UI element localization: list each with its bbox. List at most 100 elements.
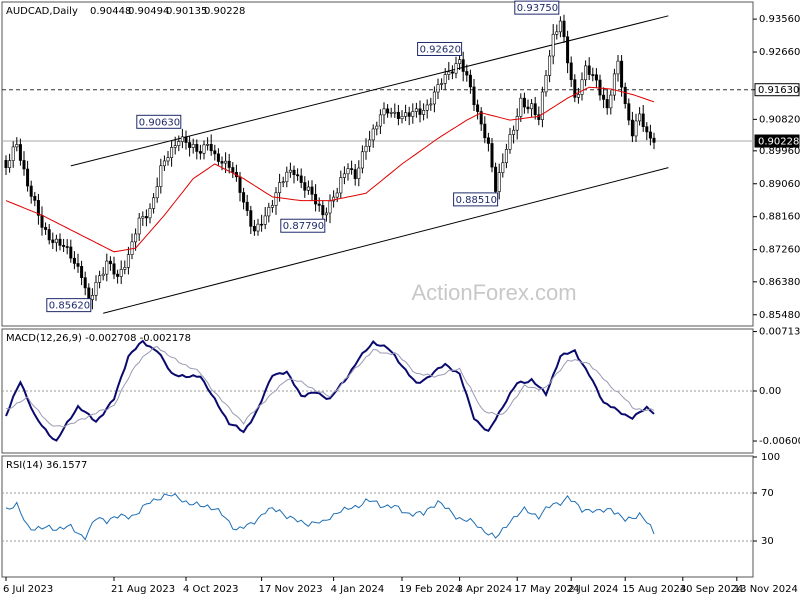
candle-body	[479, 111, 483, 125]
candle-body	[652, 137, 656, 143]
candle-body	[494, 166, 498, 192]
candle-body	[620, 60, 624, 88]
candle-body	[486, 137, 490, 144]
candle-body	[162, 160, 166, 167]
candle-body	[562, 20, 566, 38]
candle-body	[386, 108, 390, 114]
candle-body	[180, 136, 184, 142]
candle-body	[569, 62, 573, 81]
candle	[141, 211, 145, 226]
candle	[303, 176, 307, 198]
candle	[490, 137, 494, 173]
candle-body	[72, 257, 76, 264]
rsi-tick-label: 30	[761, 536, 774, 547]
price-label-box	[417, 41, 463, 56]
candle-body	[548, 55, 552, 76]
candle	[587, 57, 591, 80]
candle	[216, 148, 220, 166]
candle	[36, 193, 40, 225]
candle-body	[530, 103, 534, 110]
candle-body	[198, 151, 202, 154]
candle-body	[324, 212, 328, 216]
candle-body	[353, 169, 357, 180]
candle	[278, 173, 282, 202]
macd-line	[5, 339, 655, 442]
candle	[576, 87, 580, 104]
macd-title: MACD(12,26,9) -0.002708 -0.002178	[6, 333, 191, 344]
candle-body	[317, 203, 321, 206]
candle	[296, 168, 300, 181]
candle	[292, 165, 296, 184]
rsi-tick-label: 100	[761, 452, 780, 463]
candle	[623, 82, 627, 109]
price-label-text: 0.87790	[283, 221, 324, 232]
candle-body	[159, 165, 163, 187]
candle	[62, 238, 66, 252]
ohlc-open: 0.90448	[90, 6, 131, 17]
candle	[317, 197, 321, 212]
candle	[602, 87, 606, 109]
candle	[306, 180, 310, 195]
candle	[231, 162, 235, 179]
candle-body	[447, 71, 451, 75]
candle-body	[314, 194, 318, 205]
candle-body	[490, 143, 494, 168]
candle	[101, 267, 105, 281]
time-tick-label: 2 Jul 2024	[568, 584, 618, 595]
candle-body	[22, 160, 26, 170]
candle	[616, 54, 620, 82]
candle-body	[566, 36, 570, 64]
candle	[472, 78, 476, 112]
candle-body	[360, 151, 364, 169]
candle-body	[537, 114, 541, 120]
candle	[360, 145, 364, 174]
candle	[80, 260, 84, 286]
candle-body	[522, 97, 526, 108]
candle-body	[641, 113, 645, 127]
candle	[609, 90, 613, 115]
price-tick-label: 0.89060	[759, 179, 800, 190]
candle	[404, 104, 408, 121]
candle	[18, 138, 22, 166]
candle	[90, 288, 94, 310]
candle-body	[105, 260, 109, 275]
candle	[548, 49, 552, 83]
macd-tick-label: 0.00	[759, 386, 781, 397]
candle-body	[177, 141, 181, 146]
candle	[519, 93, 523, 122]
candle	[198, 144, 202, 160]
candle-body	[285, 171, 289, 183]
candle-body	[224, 160, 228, 164]
candle	[94, 275, 98, 301]
candle	[353, 163, 357, 186]
candle	[544, 70, 548, 97]
candle-body	[576, 94, 580, 98]
rsi-axis: 100 70 30	[753, 452, 780, 547]
candle	[414, 102, 418, 118]
candle	[580, 72, 584, 101]
candle-body	[328, 200, 332, 214]
candle-body	[465, 71, 469, 76]
candle	[458, 53, 462, 71]
candle-body	[36, 200, 40, 216]
candle-body	[418, 108, 422, 115]
candle-body	[425, 104, 429, 111]
candle	[418, 100, 422, 123]
candle-body	[555, 31, 559, 35]
candle-body	[436, 84, 440, 93]
candle	[29, 180, 33, 204]
candle	[620, 55, 624, 97]
candle	[641, 104, 645, 132]
candle	[591, 67, 595, 82]
candle-body	[346, 168, 350, 175]
time-tick-label: 6 Jul 2023	[3, 584, 53, 595]
price-tick-label: 0.88160	[759, 212, 800, 223]
candle-body	[443, 74, 447, 84]
candle-body	[364, 145, 368, 153]
candle	[310, 180, 314, 201]
candle	[594, 68, 598, 88]
price-label-box	[280, 218, 326, 233]
candle	[605, 89, 609, 115]
